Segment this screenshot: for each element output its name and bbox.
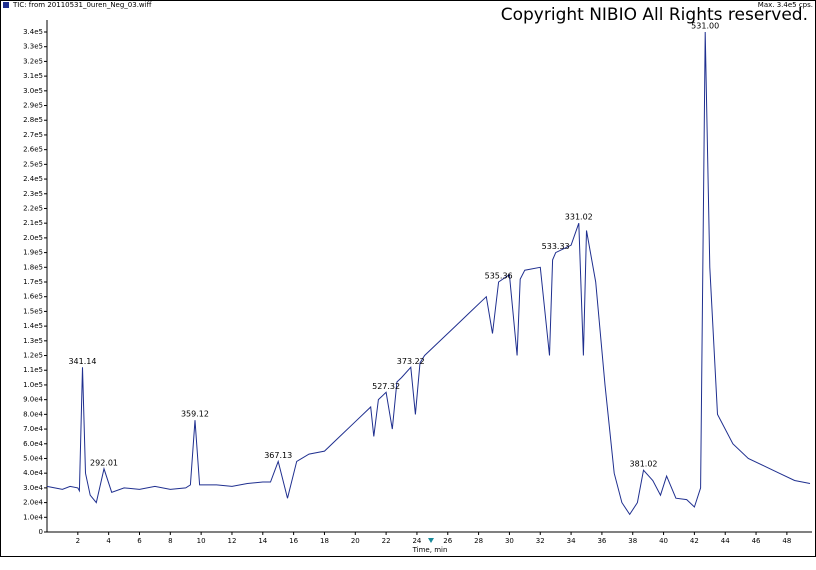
x-tick-label: 36	[597, 537, 606, 545]
peak-label: 381.02	[630, 460, 658, 469]
y-tick-label: 1.7e5	[23, 278, 43, 286]
y-tick-label: 3.4e5	[23, 28, 43, 36]
y-tick-label: 2.0e5	[23, 234, 43, 242]
y-tick-label: 1.3e5	[23, 337, 43, 345]
y-tick-label: 6.0e4	[23, 440, 43, 448]
peak-label: 527.32	[372, 382, 400, 391]
y-tick-label: 2.9e5	[23, 102, 43, 110]
x-tick-label: 20	[351, 537, 360, 545]
watermark: Copyright NIBIO All Rights reserved.	[501, 5, 808, 25]
x-tick-label: 2	[76, 537, 80, 545]
x-tick-label: 34	[567, 537, 576, 545]
peak-label: 367.13	[264, 451, 292, 460]
x-tick-label: 22	[382, 537, 391, 545]
y-tick-label: 1.2e5	[23, 352, 43, 360]
y-tick-label: 2.4e5	[23, 175, 43, 183]
x-tick-label: 42	[690, 537, 699, 545]
y-tick-label: 1.0e5	[23, 381, 43, 389]
x-tick-label: 28	[474, 537, 483, 545]
y-tick-label: 7.0e4	[23, 425, 43, 433]
y-tick-label: 0	[39, 528, 43, 536]
x-tick-label: 32	[536, 537, 545, 545]
x-tick-label: 10	[197, 537, 206, 545]
x-tick-label: 38	[628, 537, 637, 545]
peak-label: 341.14	[68, 357, 96, 366]
y-tick-label: 2.7e5	[23, 131, 43, 139]
x-tick-label: 40	[659, 537, 668, 545]
x-tick-label: 46	[752, 537, 761, 545]
peak-label: 292.01	[90, 458, 118, 467]
y-tick-label: 5.0e4	[23, 454, 43, 462]
y-tick-label: 4.0e4	[23, 469, 43, 477]
chart-title: TIC: from 20110531_0uren_Neg_03.wiff	[12, 1, 152, 9]
y-tick-label: 2.6e5	[23, 146, 43, 154]
peak-label: 359.12	[181, 410, 209, 419]
y-tick-label: 1.6e5	[23, 293, 43, 301]
x-axis-label: Time, min	[412, 546, 448, 554]
max-label: Max. 3.4e5 cps.	[758, 1, 813, 9]
y-tick-label: 2.0e4	[23, 499, 43, 507]
frame	[0, 0, 816, 557]
peak-label: 531.00	[691, 22, 719, 31]
x-tick-label: 26	[443, 537, 452, 545]
y-tick-label: 3.2e5	[23, 57, 43, 65]
y-tick-label: 3.0e4	[23, 484, 43, 492]
y-tick-label: 3.3e5	[23, 43, 43, 51]
y-tick-label: 1.4e5	[23, 322, 43, 330]
y-tick-label: 1.5e5	[23, 307, 43, 315]
x-tick-label: 4	[106, 537, 111, 545]
y-tick-label: 2.3e5	[23, 190, 43, 198]
y-tick-label: 2.5e5	[23, 160, 43, 168]
peak-label: 331.02	[565, 213, 593, 222]
y-tick-label: 1.9e5	[23, 249, 43, 257]
x-tick-label: 16	[289, 537, 298, 545]
x-tick-label: 44	[721, 537, 730, 545]
y-tick-label: 8.0e4	[23, 410, 43, 418]
x-tick-label: 24	[412, 537, 421, 545]
peak-label: 373.22	[397, 357, 425, 366]
peak-label: 533.33	[542, 242, 570, 251]
peak-label: 535.36	[485, 272, 513, 281]
x-tick-label: 6	[137, 537, 142, 545]
x-tick-label: 48	[782, 537, 791, 545]
y-tick-label: 1.8e5	[23, 263, 43, 271]
x-tick-label: 18	[320, 537, 329, 545]
y-tick-label: 2.1e5	[23, 219, 43, 227]
x-tick-label: 12	[228, 537, 237, 545]
legend-swatch	[3, 2, 9, 8]
cursor-arrow	[428, 538, 434, 543]
trace-line	[46, 31, 811, 516]
y-tick-label: 1.0e4	[23, 513, 43, 521]
y-tick-label: 2.2e5	[23, 204, 43, 212]
y-tick-label: 2.8e5	[23, 116, 43, 124]
y-tick-label: 3.1e5	[23, 72, 43, 80]
x-tick-label: 14	[258, 537, 267, 545]
x-tick-label: 30	[505, 537, 514, 545]
y-tick-label: 9.0e4	[23, 396, 43, 404]
y-tick-label: 1.1e5	[23, 366, 43, 374]
y-tick-label: 3.0e5	[23, 87, 43, 95]
x-tick-label: 8	[168, 537, 172, 545]
